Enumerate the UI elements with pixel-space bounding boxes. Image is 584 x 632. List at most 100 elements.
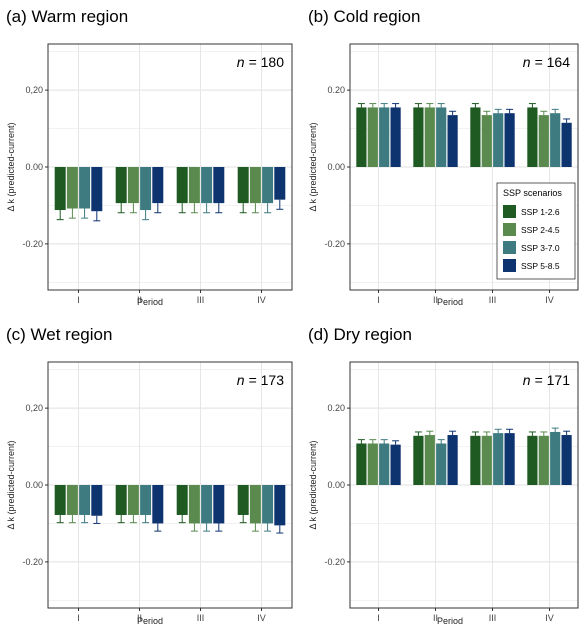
bar	[262, 485, 274, 524]
panel-dry-region: (d) Dry region 0.200.00-0.20I II III IVPeri…	[308, 325, 579, 626]
bar	[66, 167, 78, 209]
bar	[115, 485, 127, 515]
x-tick-label: IV	[545, 295, 554, 305]
error-bar	[437, 103, 445, 108]
bar	[470, 107, 481, 167]
bar	[367, 107, 378, 167]
bar	[127, 485, 139, 515]
legend-swatch	[503, 223, 516, 236]
error-bar	[551, 108, 559, 114]
sample-size-value: = 164	[535, 54, 571, 70]
error-bar	[68, 514, 76, 524]
panel-title: (c) Wet region	[6, 325, 112, 344]
error-bar	[93, 211, 101, 222]
bar	[356, 443, 367, 485]
error-bar	[540, 110, 548, 116]
bar	[413, 435, 424, 485]
error-bar	[426, 430, 434, 436]
error-bar	[369, 103, 377, 108]
error-bar	[276, 525, 284, 534]
x-axis-title: Period	[437, 297, 463, 307]
bar	[66, 485, 78, 515]
error-bar	[357, 439, 365, 444]
bar	[237, 485, 249, 515]
y-axis-title: Δ k (predicted-current)	[6, 440, 16, 529]
sample-size-value: = 171	[535, 372, 571, 388]
x-axis-title: Period	[437, 616, 463, 626]
bar	[237, 167, 249, 204]
x-axis-title: Period	[137, 297, 163, 307]
error-bar	[506, 428, 514, 434]
bar	[470, 435, 481, 485]
bar	[527, 435, 538, 485]
bar	[527, 107, 538, 167]
error-bar	[494, 428, 502, 434]
sample-size-value: = 173	[249, 372, 285, 388]
x-tick-label: I	[77, 295, 80, 305]
error-bar	[203, 523, 211, 532]
error-bar	[414, 431, 422, 436]
y-tick-label: 0,20	[25, 403, 43, 413]
error-bar	[563, 118, 571, 123]
x-tick-label: I	[377, 613, 380, 623]
x-tick-label: III	[197, 613, 205, 623]
x-axis-title: Period	[137, 616, 163, 626]
error-bar	[178, 514, 186, 524]
sample-size-value: = 180	[249, 54, 285, 70]
error-bar	[380, 103, 388, 108]
sample-size-n: n	[523, 372, 531, 388]
bar	[436, 107, 447, 167]
bar	[561, 122, 572, 167]
y-tick-label: 0.20	[327, 85, 345, 95]
error-bar	[154, 523, 162, 532]
error-bar	[276, 199, 284, 210]
y-tick-label: -0.20	[22, 557, 43, 567]
error-bar	[117, 514, 125, 524]
error-bar	[369, 439, 377, 444]
error-bar	[551, 427, 559, 432]
x-tick-label: III	[489, 295, 497, 305]
sample-size-label: n = 180	[237, 54, 284, 70]
bar	[152, 167, 164, 204]
panel-cold-region: (b) Cold region 0.200.00-0.20I II III IVPer…	[308, 7, 579, 307]
legend: SSP scenarios SSP 1-2.6 SSP 2-4.5 SSP 3-7.0…	[496, 182, 576, 280]
bar	[436, 443, 447, 485]
bar	[561, 435, 572, 485]
y-tick-label: 0.00	[327, 162, 345, 172]
bar	[127, 167, 139, 204]
legend-item-label: SSP 3-7.0	[521, 243, 560, 253]
bar	[413, 107, 424, 167]
bar	[367, 443, 378, 485]
bar	[213, 167, 225, 204]
error-bar	[414, 103, 422, 108]
error-bar	[93, 515, 101, 524]
error-bar	[190, 203, 198, 214]
x-tick-label: III	[489, 613, 497, 623]
error-bar	[437, 439, 445, 444]
bar	[356, 107, 367, 167]
bar	[493, 433, 504, 485]
bar	[176, 167, 188, 204]
x-tick-label: IV	[545, 613, 554, 623]
error-bar	[56, 514, 64, 524]
bar	[493, 113, 504, 167]
legend-swatch	[503, 205, 516, 218]
error-bar	[563, 430, 571, 436]
x-tick-label: II	[137, 295, 142, 305]
error-bar	[203, 203, 211, 214]
sample-size-n: n	[237, 54, 245, 70]
bar	[201, 167, 213, 204]
bar	[188, 167, 200, 204]
bar	[91, 167, 103, 212]
x-tick-label: I	[77, 613, 80, 623]
bar	[152, 485, 164, 524]
y-tick-label: -0.20	[324, 239, 345, 249]
legend-swatch	[503, 259, 516, 272]
bar	[176, 485, 188, 515]
legend-item-label: SSP 2-4.5	[521, 225, 560, 235]
y-axis-title: Δ k (predicted-current)	[308, 122, 318, 211]
error-bar	[483, 110, 491, 116]
error-bar	[154, 203, 162, 214]
